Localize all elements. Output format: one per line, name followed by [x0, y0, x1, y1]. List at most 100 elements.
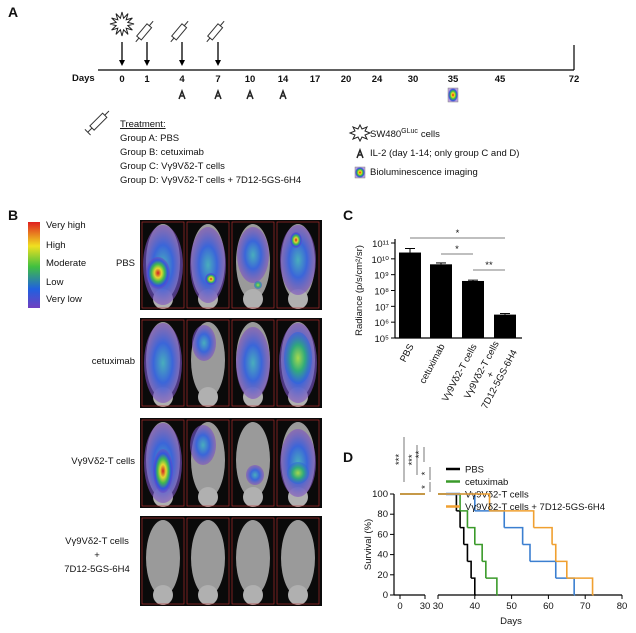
y-tick-label: 10⁷: [375, 302, 390, 313]
il2-icon: [178, 88, 186, 100]
survival-step: [467, 560, 472, 579]
panel-label: B: [8, 207, 18, 223]
legend-label: Vγ9Vδ2-T cells + 7D12-5GS-6H4: [465, 502, 605, 513]
signal: [287, 462, 309, 484]
survival-step: [400, 493, 491, 511]
x-tick-label: 0: [397, 601, 402, 612]
mouse-head: [288, 585, 308, 605]
survival-step: [467, 526, 476, 545]
signal: [153, 449, 173, 493]
y-tick-label: 10¹¹: [372, 239, 389, 250]
arrowhead: [144, 60, 150, 66]
scale-label: Low: [46, 277, 64, 288]
panel-label: A: [8, 4, 18, 20]
day-label: 24: [372, 74, 383, 85]
bar: [399, 252, 421, 338]
roi-box: [186, 517, 230, 605]
day-label: 1: [144, 74, 150, 85]
mouse: [236, 422, 270, 498]
panel-label: D: [343, 449, 353, 465]
mouse-head: [243, 487, 263, 507]
roi-box: [141, 517, 185, 605]
legend-item: Bioluminescence imaging: [370, 167, 478, 178]
color-scale: [28, 222, 40, 308]
signal: [254, 281, 262, 289]
survival-step: [463, 543, 469, 562]
mouse: [236, 520, 270, 596]
mouse: [281, 520, 315, 596]
syringe-icon: [170, 20, 189, 43]
roi-box: [186, 319, 230, 407]
significance-label: *: [420, 471, 431, 475]
signal: [144, 323, 182, 403]
cell-icon: [109, 11, 135, 37]
mouse-head: [288, 289, 308, 309]
bar-chart: 10⁵ 10⁶ 10⁷ 10⁸ 10⁹ 10¹⁰ 10¹¹ Radiance (p/s/cm²…: [354, 228, 522, 411]
signal: [237, 227, 269, 283]
bar: [430, 264, 452, 338]
scale-label: Very high: [46, 220, 86, 231]
survival-step: [552, 543, 557, 562]
day-label: 20: [341, 74, 352, 85]
significance-label: *: [455, 244, 459, 255]
scale-label: Very low: [46, 294, 82, 305]
survival-step: [400, 493, 476, 511]
signal: [192, 325, 216, 361]
day-label: 72: [569, 74, 580, 85]
day-label: 7: [215, 74, 220, 85]
y-tick-label: 10¹⁰: [371, 255, 389, 266]
group-label: Group C: Vγ9Vδ2-T cells: [120, 161, 225, 172]
group-label: Group A: PBS: [120, 133, 179, 144]
mouse-head: [243, 289, 263, 309]
roi-box: [276, 319, 320, 407]
legend-superscript: GLuc: [401, 128, 418, 135]
survival-step: [474, 543, 483, 562]
signal: [236, 327, 270, 399]
y-tick-label: 80: [377, 509, 388, 520]
survival-step: [460, 510, 469, 528]
bar: [494, 314, 516, 338]
survival-step: [533, 526, 553, 545]
y-tick-label: 10⁹: [374, 271, 389, 282]
syringe-icon: [84, 110, 110, 136]
roi-box: [276, 221, 320, 309]
x-tick-label: 30: [433, 601, 444, 612]
il2-icon: [246, 88, 254, 100]
x-tick-label: PBS: [398, 342, 417, 364]
x-tick-label: cetuximab: [418, 342, 448, 385]
signal: [290, 232, 302, 248]
survival-step: [474, 510, 506, 528]
survival-step: [489, 510, 535, 528]
x-tick-label: 80: [617, 601, 628, 612]
day-label: 45: [495, 74, 506, 85]
y-tick-label: 60: [377, 529, 388, 540]
cell-icon: [348, 123, 372, 143]
x-tick-label: 70: [580, 601, 591, 612]
syringe-icon: [135, 20, 154, 43]
mouse: [146, 520, 180, 596]
survival-step: [522, 543, 531, 562]
signal: [246, 465, 264, 485]
x-tick-label: 50: [506, 601, 517, 612]
legend-item: SW480GLuc cells: [370, 128, 440, 140]
legend-text: cells: [421, 129, 440, 140]
day-label: 10: [245, 74, 256, 85]
survival-step: [555, 577, 575, 595]
survival-step: [530, 560, 557, 579]
x-tick-label: 30: [420, 601, 431, 612]
mouse-head: [198, 585, 218, 605]
x-tick-label: 40: [470, 601, 481, 612]
legend-label: Vγ9Vδ2-T cells: [465, 490, 529, 501]
survival-step: [485, 577, 498, 595]
y-tick-label: 10⁶: [375, 318, 390, 329]
scale-labels: Very high High Moderate Low Very low: [46, 220, 86, 305]
roi-box: [276, 419, 320, 507]
day-label: 35: [448, 74, 459, 85]
legend-item: IL-2 (day 1-14; only group C and D): [370, 148, 519, 159]
mouse-head: [153, 585, 173, 605]
y-tick-label: 20: [377, 570, 388, 581]
day-label: 4: [179, 74, 185, 85]
day-label: 17: [310, 74, 321, 85]
scale-label: High: [46, 240, 66, 251]
roi-box: [141, 319, 185, 407]
